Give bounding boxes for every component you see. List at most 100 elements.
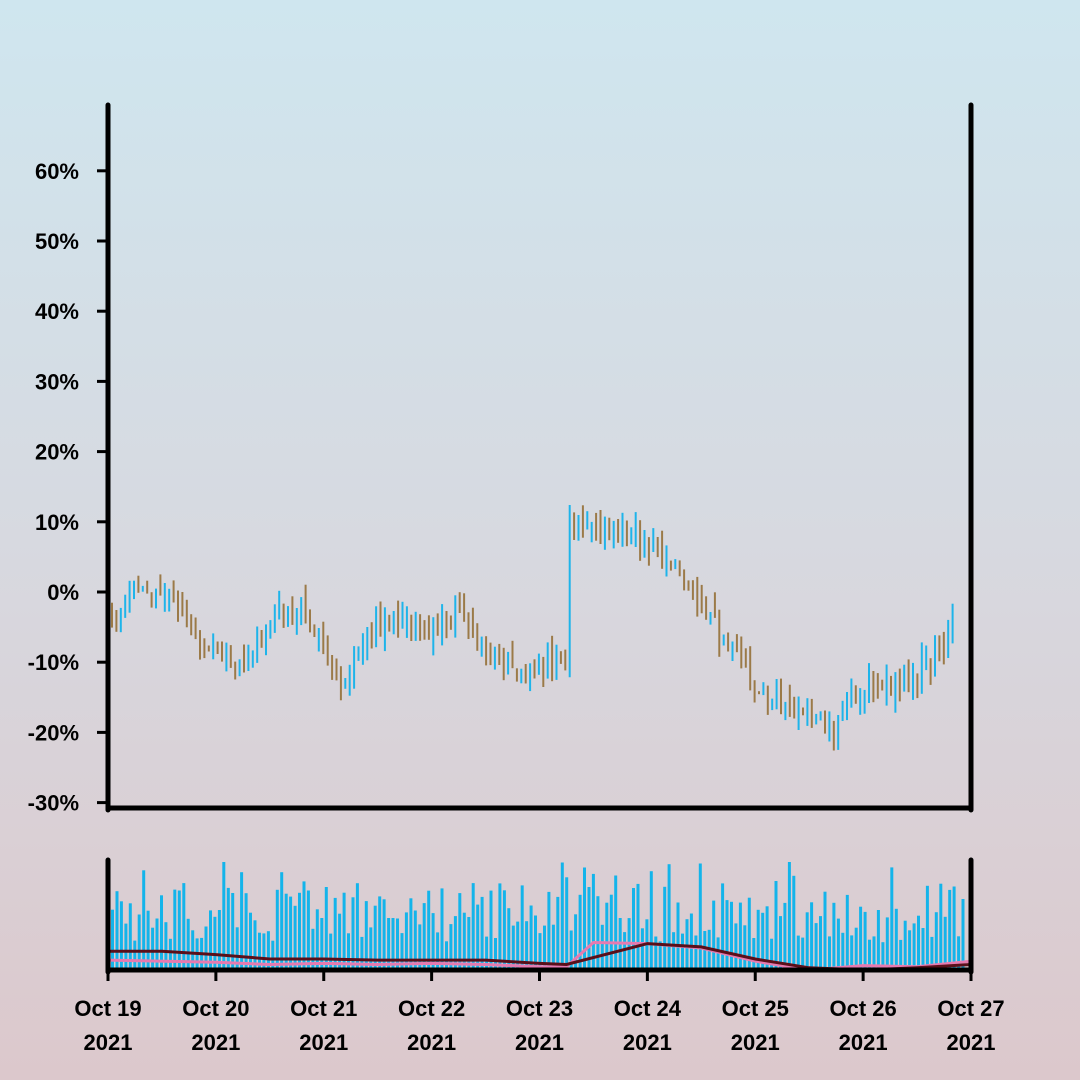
volume-bar [863, 911, 867, 970]
x-tick-label-date: Oct 27 [937, 996, 1004, 1021]
volume-bar [899, 939, 903, 970]
x-tick-label-date: Oct 22 [398, 996, 465, 1021]
y-tick-label: 0% [47, 580, 79, 605]
volume-bar [747, 897, 751, 970]
volume-bar [925, 885, 929, 970]
volume-bar [640, 928, 644, 970]
volume-bar [738, 902, 742, 970]
volume-bar [275, 889, 279, 970]
volume-bar [698, 863, 702, 970]
x-tick-label-date: Oct 20 [182, 996, 249, 1021]
volume-bar [338, 913, 342, 970]
volume-bar [467, 917, 471, 970]
volume-bar [516, 921, 520, 970]
price-panel: -30% -20% -10% 0% 10% 20% 30% 40% 50% 60% [28, 102, 974, 816]
volume-bar [716, 937, 720, 970]
volume-bar [721, 883, 725, 970]
volume-bar [658, 941, 662, 970]
x-tick-label-year: 2021 [407, 1030, 456, 1055]
volume-bar [556, 896, 560, 970]
volume-bar [676, 902, 680, 970]
volume-bar [427, 890, 431, 970]
volume-bar [333, 897, 337, 970]
volume-bar [587, 887, 591, 970]
x-tick-label-year: 2021 [84, 1030, 133, 1055]
volume-bar [805, 912, 809, 970]
volume-bar [574, 914, 578, 970]
volume-bar [396, 918, 399, 970]
y-tick-label: 20% [35, 440, 79, 465]
volume-bar [204, 926, 208, 970]
volume-bar [770, 938, 774, 970]
volume-bar [583, 867, 586, 970]
volume-bar-series [111, 862, 965, 970]
volume-bar [293, 905, 297, 970]
volume-bar [115, 891, 119, 970]
y-tick-label: -10% [28, 650, 79, 675]
volume-bar [217, 910, 221, 970]
volume-bar [854, 927, 858, 970]
volume-bar [222, 862, 226, 970]
volume-bar [801, 937, 805, 970]
volume-bar [649, 871, 653, 970]
volume-bar [173, 889, 177, 970]
volume-bar [329, 933, 333, 970]
volume-bar [284, 893, 288, 970]
volume-bar [796, 935, 800, 970]
x-tick-label-date: Oct 21 [290, 996, 357, 1021]
volume-bar [921, 928, 925, 970]
volume-bar [948, 889, 952, 970]
volume-bar [876, 910, 880, 970]
volume-bar [912, 923, 916, 970]
volume-bar [681, 933, 684, 970]
volume-bar [654, 936, 658, 970]
volume-bar [787, 862, 791, 970]
volume-bar [445, 941, 448, 970]
volume-bar [868, 939, 871, 970]
volume-bar [213, 916, 217, 970]
x-tick-label-year: 2021 [191, 1030, 240, 1055]
volume-bar [400, 933, 404, 970]
volume-bar [182, 883, 186, 970]
volume-bar [409, 898, 413, 970]
volume-bar [672, 932, 676, 970]
volume-bar [347, 933, 350, 970]
volume-bar [462, 912, 466, 970]
volume-bar [894, 908, 898, 970]
volume-bar [725, 900, 729, 970]
volume-bar [494, 938, 497, 970]
volume-bar [266, 931, 270, 970]
volume-bar [703, 931, 707, 970]
volume-bar [151, 927, 155, 970]
volume-bar [164, 922, 168, 970]
volume-bar [961, 899, 965, 970]
x-tick-label-date: Oct 26 [829, 996, 896, 1021]
volume-bar [177, 890, 181, 970]
volume-bar [209, 910, 212, 970]
volume-bar [418, 924, 422, 970]
volume-panel [105, 857, 974, 975]
volume-bar [142, 870, 146, 970]
volume-bar [823, 891, 827, 970]
volume-bar [262, 933, 266, 970]
volume-bar [253, 920, 257, 970]
x-tick-label-year: 2021 [839, 1030, 888, 1055]
date-x-axis: Oct 19 2021 Oct 20 2021 Oct 21 2021 Oct 22 2021… [74, 970, 1005, 1055]
volume-bar [458, 893, 462, 970]
volume-bar [431, 913, 435, 970]
volume-bar [485, 936, 489, 970]
volume-bar [810, 902, 814, 970]
volume-bar [756, 909, 760, 970]
volume-bar [351, 897, 355, 970]
volume-bar [231, 893, 235, 970]
volume-bar [551, 924, 555, 970]
volume-bar [845, 894, 849, 970]
x-tick-label-date: Oct 23 [506, 996, 573, 1021]
volume-bar [538, 933, 542, 970]
volume-bar [828, 936, 831, 970]
volume-bar [289, 896, 293, 970]
y-tick-label: 60% [35, 159, 79, 184]
volume-bar [529, 905, 533, 970]
volume-bar [258, 932, 261, 970]
volume-bar [859, 906, 863, 970]
